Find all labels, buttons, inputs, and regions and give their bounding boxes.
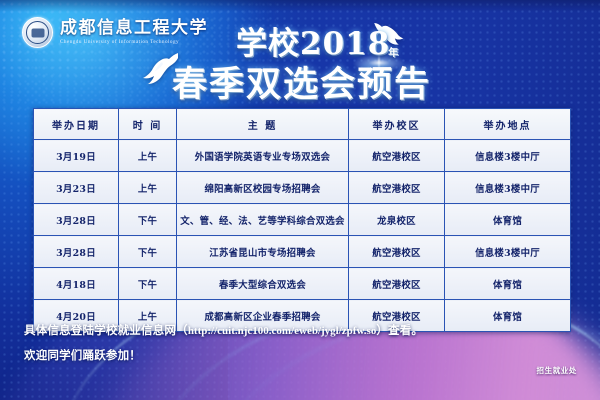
cell-campus: 航空港校区	[348, 267, 445, 300]
table-row: 3月28日 下午 文、管、经、法、艺等学科综合双选会 龙泉校区 体育馆	[33, 203, 571, 236]
cell-date: 4月20日	[33, 299, 119, 332]
cell-campus: 航空港校区	[348, 139, 445, 172]
cell-campus: 航空港校区	[348, 299, 445, 332]
university-name-en: Chengdu University of Information Techno…	[60, 38, 180, 45]
university-logo: 成都信息工程大学 Chengdu University of Informati…	[22, 17, 208, 48]
column-header-date: 举办日期	[33, 108, 119, 140]
cell-campus: 航空港校区	[348, 171, 445, 204]
employment-site-url[interactable]: http://cuit.njc100.com/eweb/jygl/zpfw.so	[187, 325, 377, 337]
cell-venue: 体育馆	[444, 267, 571, 300]
cell-topic: 绵阳高新区校园专场招聘会	[176, 171, 349, 204]
cell-date: 3月28日	[33, 203, 119, 236]
cell-topic: 成都高新区企业春季招聘会	[176, 299, 349, 332]
cell-time: 上午	[118, 171, 177, 204]
column-header-venue: 举办地点	[444, 108, 571, 140]
cell-venue: 信息楼3楼中厅	[444, 235, 571, 268]
cell-venue: 信息楼3楼中厅	[444, 171, 571, 204]
cell-date: 3月19日	[33, 139, 119, 172]
footer-note: 具体信息登陆学校就业信息网（http://cuit.njc100.com/ewe…	[24, 322, 423, 363]
cell-venue: 体育馆	[444, 203, 571, 236]
table-row: 4月20日 上午 成都高新区企业春季招聘会 航空港校区 体育馆	[33, 299, 571, 332]
cell-campus: 航空港校区	[348, 235, 445, 268]
cell-topic: 春季大型综合双选会	[176, 267, 349, 300]
cell-venue: 体育馆	[444, 299, 571, 332]
cell-topic: 外国语学院英语专业专场双选会	[176, 139, 349, 172]
cell-date: 4月18日	[33, 267, 119, 300]
footer-line-2: 欢迎同学们踊跃参加！	[24, 348, 141, 362]
schedule-table: 举办日期 时 间 主 题 举办校区 举办地点 3月19日 上午 外国语学院英语专…	[33, 108, 571, 332]
university-name-block: 成都信息工程大学 Chengdu University of Informati…	[60, 17, 208, 45]
table-row: 3月19日 上午 外国语学院英语专业专场双选会 航空港校区 信息楼3楼中厅	[33, 139, 571, 172]
cell-topic: 文、管、经、法、艺等学科综合双选会	[176, 203, 349, 236]
university-seal-icon	[22, 17, 53, 48]
table-row: 3月28日 下午 江苏省昆山市专场招聘会 航空港校区 信息楼3楼中厅	[33, 235, 571, 268]
sparkle-effect	[352, 54, 406, 72]
cell-time: 下午	[118, 235, 177, 268]
issuing-office-signature: 招生就业处	[536, 366, 577, 375]
cell-date: 3月28日	[33, 235, 119, 268]
cell-topic: 江苏省昆山市专场招聘会	[176, 235, 349, 268]
column-header-campus: 举办校区	[348, 108, 445, 140]
table-row: 4月18日 下午 春季大型综合双选会 航空港校区 体育馆	[33, 267, 571, 300]
cell-time: 下午	[118, 267, 177, 300]
table-header-row: 举办日期 时 间 主 题 举办校区 举办地点	[33, 108, 571, 140]
footer-suffix-text: ）查看。	[376, 323, 424, 337]
schedule-table-container: 举办日期 时 间 主 题 举办校区 举办地点 3月19日 上午 外国语学院英语专…	[33, 108, 571, 332]
top-shadow-band	[0, 0, 600, 12]
cell-time: 上午	[118, 299, 177, 332]
dove-icon	[372, 20, 404, 46]
cell-time: 下午	[118, 203, 177, 236]
column-header-topic: 主 题	[176, 108, 349, 140]
table-row: 3月23日 上午 绵阳高新区校园专场招聘会 航空港校区 信息楼3楼中厅	[33, 171, 571, 204]
column-header-time: 时 间	[118, 108, 177, 140]
cell-date: 3月23日	[33, 171, 119, 204]
footer-line-1: 具体信息登陆学校就业信息网（http://cuit.njc100.com/ewe…	[24, 322, 423, 338]
university-name-cn: 成都信息工程大学	[60, 17, 208, 38]
cell-time: 上午	[118, 139, 177, 172]
dove-icon	[140, 50, 180, 84]
footer-prefix-text: 具体信息登陆学校就业信息网（	[24, 323, 188, 337]
cell-venue: 信息楼3楼中厅	[444, 139, 571, 172]
cell-campus: 龙泉校区	[348, 203, 445, 236]
